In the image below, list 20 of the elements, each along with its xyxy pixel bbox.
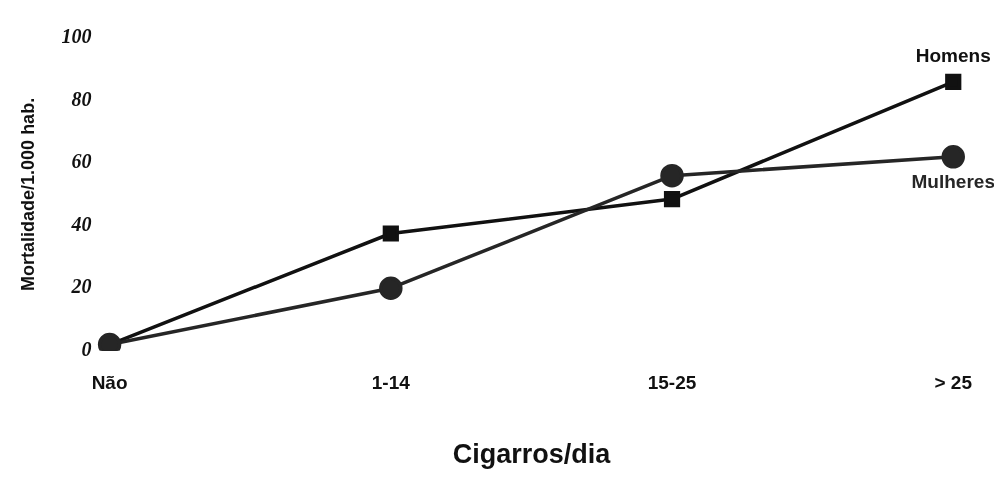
x-tick-label: 1-14 — [371, 372, 411, 394]
y-tick-label: 100 — [61, 25, 92, 48]
y-tick-label: 40 — [70, 212, 92, 235]
y-axis-title: Mortalidade/1.000 hab. — [17, 97, 38, 291]
point — [660, 163, 684, 188]
x-axis-title: Cigarros/dia — [452, 439, 612, 470]
series-label: Mulheres — [911, 170, 995, 192]
point — [941, 145, 965, 169]
x-tick-label: Não — [91, 372, 128, 394]
y-tick-label: 80 — [71, 87, 92, 110]
x-tick-label: > 25 — [934, 372, 973, 394]
point — [379, 276, 403, 300]
y-tick-label: 60 — [71, 150, 92, 173]
y-tick-label: 20 — [70, 275, 92, 298]
point — [382, 225, 399, 242]
point — [945, 73, 962, 90]
point — [663, 190, 681, 208]
y-tick-label: 0 — [81, 337, 92, 360]
x-tick-label: 15-25 — [647, 372, 697, 394]
series-label: Homens — [915, 44, 991, 66]
